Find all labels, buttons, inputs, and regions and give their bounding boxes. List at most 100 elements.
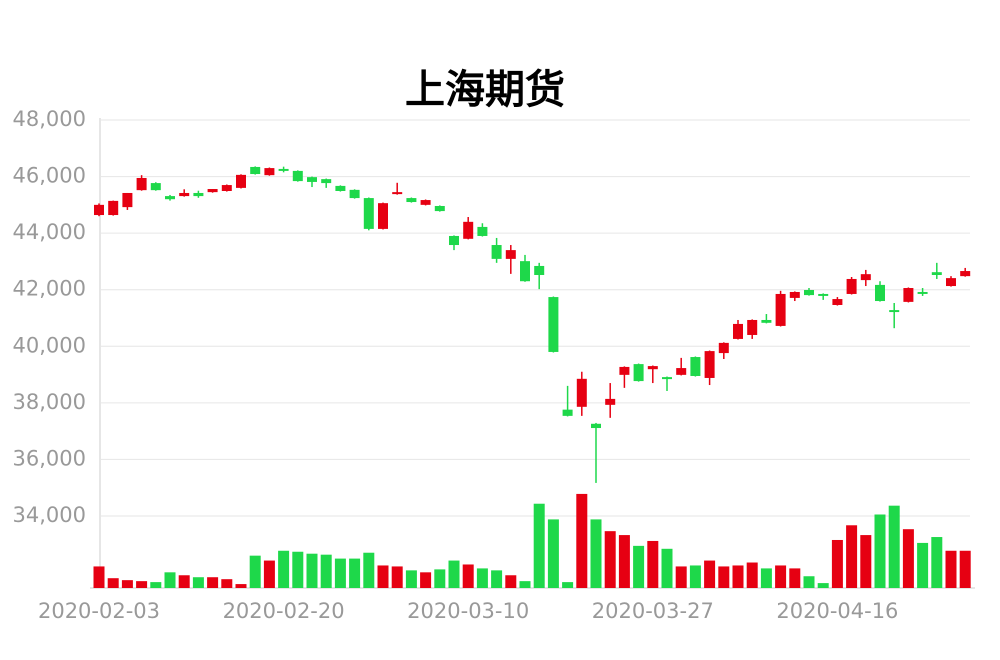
volume-bar <box>420 572 432 588</box>
volume-bar <box>363 552 375 588</box>
candle-body <box>846 278 857 294</box>
volume-bar <box>519 581 531 588</box>
candle-body <box>108 200 119 216</box>
volume-bar <box>448 560 460 588</box>
candle-body <box>321 179 332 184</box>
volume-bar <box>391 566 403 588</box>
candle-body <box>789 291 800 298</box>
candle-body <box>207 189 218 193</box>
volume-bar <box>107 578 119 588</box>
candle-body <box>860 274 871 281</box>
candle-body <box>931 272 942 276</box>
y-tick-label: 46,000 <box>13 164 86 188</box>
volume-bar <box>377 565 389 588</box>
volume-bar <box>775 565 787 588</box>
volume-bar <box>576 493 588 588</box>
volume-bar <box>860 535 872 588</box>
volume-bar <box>121 580 133 588</box>
candle-body <box>150 183 161 191</box>
volume-bar <box>931 537 943 588</box>
volume-bar <box>207 577 219 588</box>
volume-bar <box>278 550 290 588</box>
volume-bar <box>732 565 744 588</box>
volume-bar <box>874 514 886 588</box>
y-tick-label: 42,000 <box>13 277 86 301</box>
volume-bar <box>562 582 574 588</box>
candle-body <box>363 198 374 229</box>
volume-bar <box>192 577 204 588</box>
candle-body <box>591 423 601 429</box>
volume-bar <box>618 535 630 588</box>
y-tick-label: 36,000 <box>13 446 86 470</box>
y-tick-label: 40,000 <box>13 333 86 357</box>
candle-body <box>662 377 672 380</box>
volume-bar <box>945 550 957 588</box>
candle-body <box>576 378 587 407</box>
x-tick-label: 2020-04-16 <box>776 599 898 623</box>
volume-bar <box>704 560 716 588</box>
volume-bar <box>661 548 673 588</box>
candle-body <box>917 291 928 294</box>
volume-bar <box>817 583 829 588</box>
volume-bar <box>136 581 148 588</box>
candle-body <box>946 278 956 287</box>
volume-bar <box>604 531 616 588</box>
volume-bar <box>760 568 772 588</box>
candle-body <box>264 168 275 176</box>
candle-body <box>875 284 885 302</box>
candle-body <box>179 192 190 197</box>
candle-body <box>449 235 459 246</box>
volume-bar <box>803 576 815 588</box>
volume-bar <box>590 519 602 588</box>
candle-body <box>165 196 175 200</box>
volume-bar <box>349 558 361 588</box>
candle-body <box>832 299 843 305</box>
volume-bar <box>164 572 176 588</box>
candle-body <box>718 342 729 354</box>
volume-bar <box>902 529 914 588</box>
x-tick-label: 2020-03-27 <box>592 599 714 623</box>
candle-body <box>534 265 545 276</box>
volume-bar <box>334 558 346 588</box>
volume-bar <box>491 570 503 588</box>
candle-body <box>94 204 104 216</box>
volume-bar <box>647 540 659 588</box>
volume-bar <box>505 575 517 588</box>
volume-bar <box>959 550 971 588</box>
volume-bar <box>221 579 233 588</box>
volume-bar <box>917 542 929 588</box>
volume-bar <box>675 566 687 588</box>
candle-body <box>548 297 559 352</box>
x-tick-label: 2020-02-03 <box>38 599 160 623</box>
candle-body <box>775 293 786 326</box>
candle-body <box>236 174 246 188</box>
volume-bar <box>888 505 900 588</box>
candle-body <box>193 192 204 197</box>
candle-body <box>960 271 971 277</box>
candle-body <box>704 351 715 378</box>
candle-body <box>420 200 431 205</box>
volume-bar <box>178 575 190 588</box>
y-tick-label: 44,000 <box>13 220 86 244</box>
candle-body <box>804 289 814 296</box>
chart-title: 上海期货 <box>405 67 565 113</box>
candle-body <box>463 221 474 239</box>
candle-body <box>505 250 516 259</box>
candle-body <box>392 192 403 195</box>
candle-body <box>747 319 758 335</box>
x-tick-label: 2020-02-20 <box>223 599 345 623</box>
volume-bar <box>718 566 730 588</box>
volume-bar <box>292 551 304 588</box>
volume-bar <box>789 568 801 588</box>
candle-body <box>477 226 488 236</box>
volume-bar <box>831 539 843 588</box>
candle-body <box>605 398 616 405</box>
candle-body <box>818 293 829 296</box>
candle-body <box>633 364 644 382</box>
volume-bar <box>150 582 162 588</box>
x-tick-label: 2020-03-10 <box>407 599 529 623</box>
candle-body <box>676 368 687 375</box>
candle-body <box>335 185 346 191</box>
candle-body <box>619 366 630 375</box>
